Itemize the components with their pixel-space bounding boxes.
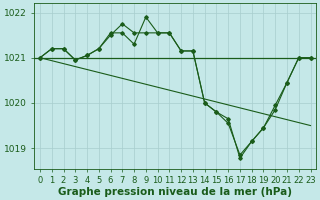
X-axis label: Graphe pression niveau de la mer (hPa): Graphe pression niveau de la mer (hPa) bbox=[58, 187, 292, 197]
